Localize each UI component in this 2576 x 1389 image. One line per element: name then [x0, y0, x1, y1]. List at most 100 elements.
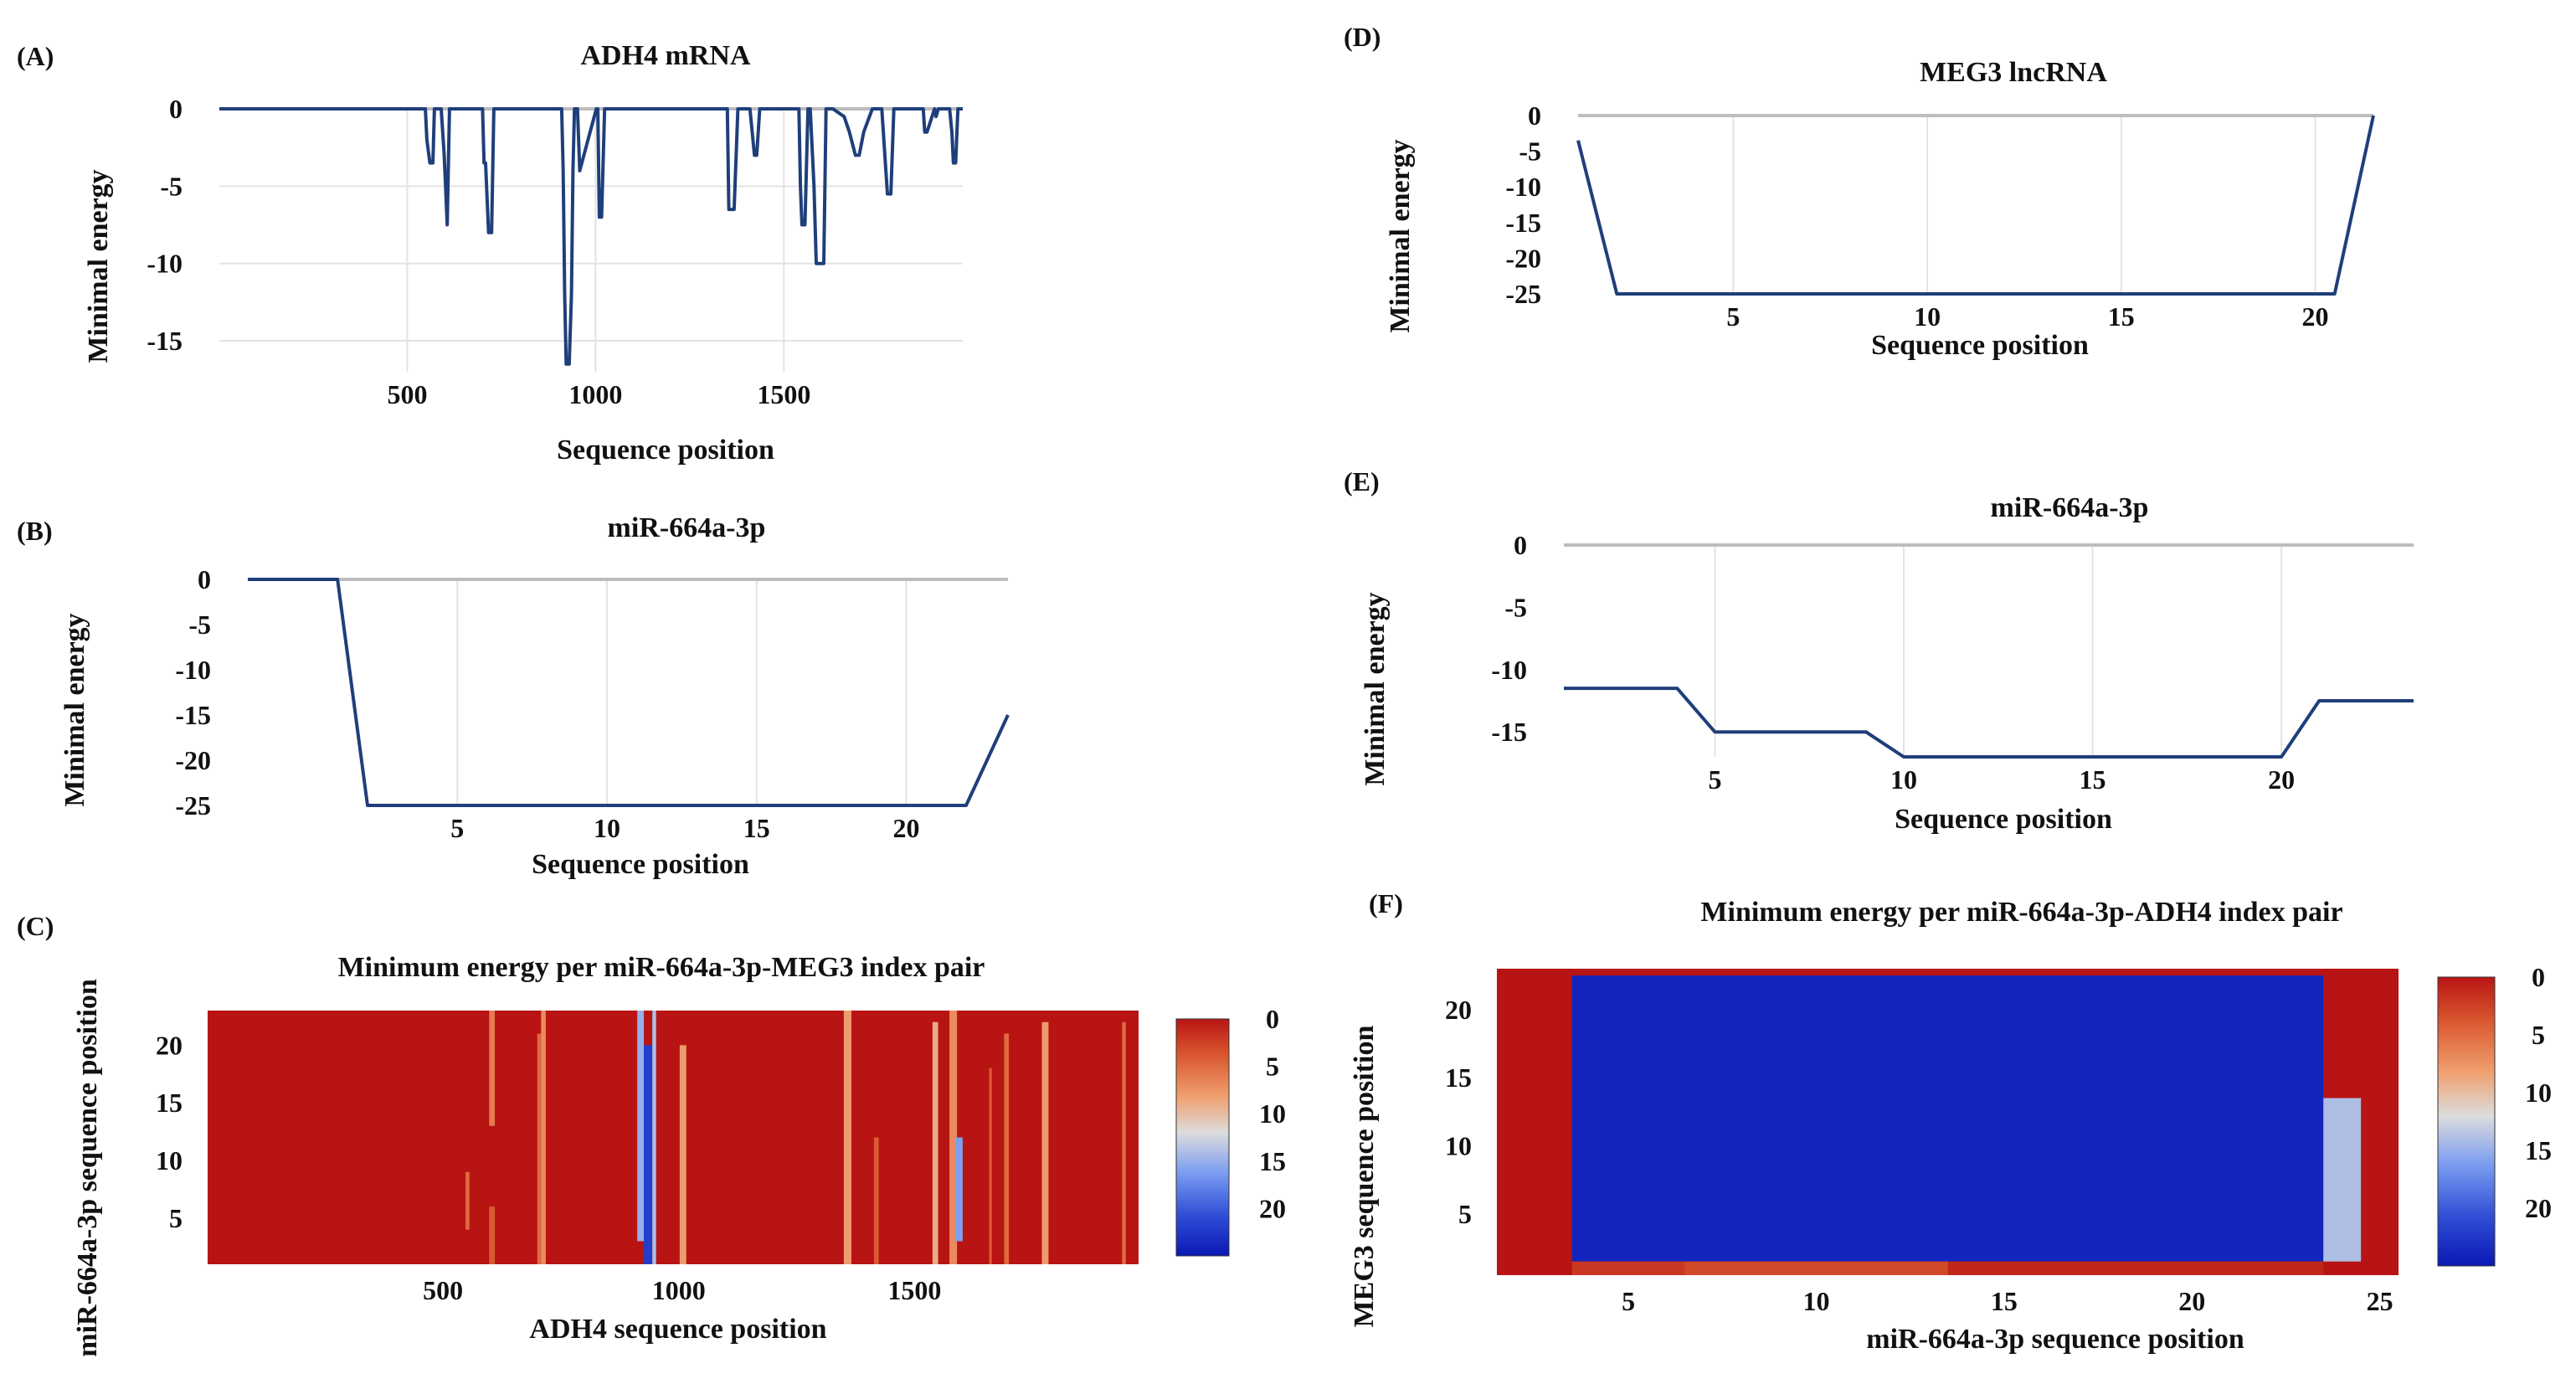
y-axis-label-f: MEG3 sequence position [1349, 1026, 1380, 1328]
energy-line-e [1564, 687, 2414, 759]
colorbar-tick-label-c: 0 [1266, 1004, 1279, 1034]
energy-line-d [1576, 115, 2375, 296]
energy-line-a [219, 107, 963, 366]
panel-c: (C) Minimum energy per miR-664a-3p-MEG3 … [17, 911, 1286, 1357]
heatmap-cell-c [489, 1011, 496, 1126]
colorbar-tick-label-f: 20 [2525, 1193, 2552, 1223]
heatmap-cell-c [932, 1021, 938, 1264]
heatmap-cell-c [1041, 1021, 1049, 1264]
colorbar-c: 0 5 10 15 20 [1175, 1004, 1286, 1257]
y-tick-label-e: 0 [1514, 530, 1527, 560]
heatmap-cell-c [1004, 1033, 1010, 1264]
colorbar-f: 0 5 10 15 20 [2437, 962, 2552, 1267]
x-tick-label-c: 1500 [887, 1275, 941, 1305]
heatmap-area-c: 500 1000 1500 5 10 15 20 [156, 1011, 1139, 1305]
x-tick-label-c: 1000 [652, 1275, 706, 1305]
y-tick-label-b: -5 [188, 610, 211, 640]
heatmap-title-c: Minimum energy per miR-664a-3p-MEG3 inde… [338, 952, 985, 983]
y-tick-label-d: -5 [1519, 136, 1541, 167]
chart-title-b: miR-664a-3p [608, 512, 766, 543]
y-tick-label-d: -10 [1505, 172, 1541, 202]
heatmap-cell-c [989, 1067, 992, 1264]
y-tick-label-a: -15 [147, 326, 183, 356]
y-tick-label-c: 15 [156, 1088, 183, 1118]
x-tick-label-f: 15 [1991, 1286, 2018, 1316]
x-axis-label-f: miR-664a-3p sequence position [1866, 1324, 2244, 1355]
x-tick-label-b: 15 [743, 813, 770, 843]
x-tick-label-d: 5 [1726, 301, 1740, 332]
panel-letter-e: (E) [1344, 466, 1380, 496]
y-axis-label-b: Minimal energy [59, 613, 90, 806]
panel-a: (A) ADH4 mRNA Sequence position Minimal … [17, 40, 963, 466]
x-tick-label-d: 10 [1914, 301, 1941, 332]
chart-title-a: ADH4 mRNA [580, 40, 750, 71]
panel-letter-f: (F) [1369, 888, 1403, 918]
y-tick-label-e: -15 [1491, 717, 1527, 747]
panel-e: (E) miR-664a-3p Sequence position Minima… [1344, 466, 2414, 835]
heatmap-cell-c [652, 1011, 656, 1264]
colorbar-tick-label-f: 5 [2532, 1020, 2545, 1050]
y-tick-label-a: -10 [147, 249, 183, 279]
x-tick-label-e: 5 [1708, 764, 1721, 795]
heatmap-cell-f [1571, 1261, 1685, 1275]
heatmap-cell-c [679, 1045, 686, 1264]
heatmap-cell-c [537, 1033, 542, 1264]
y-axis-label-a: Minimal energy [83, 169, 114, 363]
x-tick-label-c: 500 [423, 1275, 463, 1305]
panel-letter-a: (A) [17, 41, 54, 71]
colorbar-tick-label-f: 10 [2525, 1078, 2552, 1108]
x-tick-label-f: 10 [1802, 1286, 1829, 1316]
x-axis-label-a: Sequence position [557, 435, 774, 466]
heatmap-cell-c [489, 1206, 496, 1264]
heatmap-cell-f [1684, 1261, 1948, 1275]
y-axis-label-d: Minimal energy [1385, 139, 1416, 332]
heatmap-cell-c [644, 1045, 653, 1264]
y-tick-label-f: 10 [1445, 1130, 1472, 1160]
heatmap-cell-c [465, 1171, 470, 1230]
x-tick-label-d: 15 [2108, 301, 2135, 332]
x-tick-label-a: 500 [387, 379, 427, 409]
heatmap-cell-c [637, 1011, 645, 1242]
heatmap-cell-f [1571, 975, 2324, 1262]
chart-title-d: MEG3 lncRNA [1920, 57, 2107, 88]
y-tick-label-b: 0 [198, 564, 211, 594]
heatmap-cell-f [2323, 1098, 2362, 1262]
colorbar-tick-label-c: 5 [1266, 1052, 1279, 1082]
colorbar-tick-label-c: 10 [1259, 1098, 1286, 1129]
y-tick-label-e: -10 [1491, 655, 1527, 685]
y-tick-label-c: 10 [156, 1145, 183, 1176]
plot-area-b: 5 10 15 20 0 -5 -10 -15 -20 -25 [175, 564, 1010, 843]
y-tick-label-b: -15 [175, 700, 211, 730]
x-axis-label-d: Sequence position [1871, 330, 2089, 361]
plot-area-a: 500 1000 1500 0 -5 -10 -15 [147, 94, 963, 409]
colorbar-tick-label-c: 20 [1259, 1193, 1286, 1223]
y-tick-label-f: 20 [1445, 995, 1472, 1025]
y-tick-label-b: -20 [175, 745, 211, 775]
y-tick-label-d: 0 [1528, 100, 1541, 131]
y-tick-label-b: -25 [175, 790, 211, 821]
x-tick-label-e: 20 [2268, 764, 2295, 795]
y-axis-label-c: miR-664a-3p sequence position [72, 979, 103, 1357]
colorbar-tick-label-f: 0 [2532, 962, 2545, 992]
panel-letter-b: (B) [17, 516, 53, 546]
x-tick-label-a: 1500 [757, 379, 810, 409]
y-tick-label-d: -25 [1505, 279, 1541, 309]
colorbar-tick-label-c: 15 [1259, 1146, 1286, 1176]
panel-b: (B) miR-664a-3p Sequence position Minima… [17, 512, 1010, 880]
panel-letter-c: (C) [17, 911, 54, 941]
x-axis-label-c: ADH4 sequence position [529, 1314, 826, 1345]
y-tick-label-d: -15 [1505, 208, 1541, 238]
colorbar-gradient-f [2437, 976, 2496, 1267]
x-tick-label-b: 20 [892, 813, 919, 843]
y-tick-label-f: 5 [1458, 1199, 1472, 1229]
y-tick-label-b: -10 [175, 655, 211, 685]
y-tick-label-a: 0 [169, 94, 183, 124]
x-tick-label-f: 5 [1622, 1286, 1635, 1316]
panel-letter-d: (D) [1344, 22, 1381, 52]
energy-line-b [248, 578, 1010, 807]
heatmap-cell-f [1947, 1261, 2324, 1275]
x-tick-label-e: 15 [2080, 764, 2106, 795]
x-tick-label-e: 10 [1890, 764, 1917, 795]
x-tick-label-a: 1000 [568, 379, 622, 409]
